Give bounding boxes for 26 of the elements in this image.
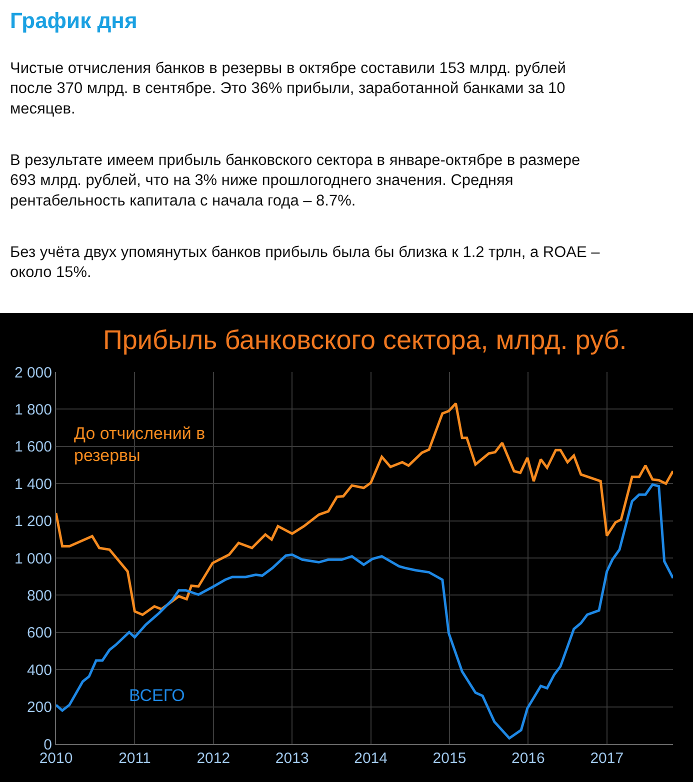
y-tick-label: 600 (26, 624, 52, 642)
line-series (56, 483, 673, 740)
y-tick-label: 400 (26, 662, 52, 679)
x-tick-label: 2012 (196, 750, 230, 767)
y-tick-label: 1 800 (14, 401, 52, 418)
x-tick-label: 2014 (354, 750, 388, 767)
x-tick-label: 2015 (432, 750, 466, 767)
chart-title: Прибыль банковского сектора, млрд. руб. (103, 325, 627, 355)
text: ВСЕГО (129, 686, 185, 705)
y-tick-label: 1 200 (14, 513, 52, 530)
text: Чистые отчисления банков в резервы в октябре составили 153 млрд. рублей после 370 млрд. в сентябре. Это 36% прибыли, заработанной банками за 10 месяцев. (10, 60, 566, 118)
text: В результате имеем прибыль банковского сектора в январе-октябре в размере 693 млрд. рублей, что на 3% ниже прошлогоднего значения. Средняя рентабельность капитала с начала года – 8.7%. (10, 152, 580, 210)
y-tick-label: 200 (26, 699, 52, 716)
y-tick-label: 1 400 (14, 476, 52, 493)
text: Без учёта двух упомянутых банков прибыль была бы близка к 1.2 трлн, а ROAE – около 15%. (10, 244, 600, 282)
x-tick-label: 2011 (118, 750, 151, 767)
x-tick-label: 2017 (590, 750, 624, 767)
x-tick-label: 2016 (512, 750, 545, 767)
y-tick-label: 1 600 (14, 438, 52, 456)
y-tick-label: 2 000 (14, 364, 52, 382)
y-tick-label: 800 (26, 587, 52, 604)
text: График дня (10, 8, 138, 33)
text: До отчислений в резервы (74, 424, 206, 466)
x-tick-label: 2013 (275, 750, 309, 767)
y-tick-label: 1 000 (14, 550, 52, 568)
line-series (56, 402, 673, 616)
